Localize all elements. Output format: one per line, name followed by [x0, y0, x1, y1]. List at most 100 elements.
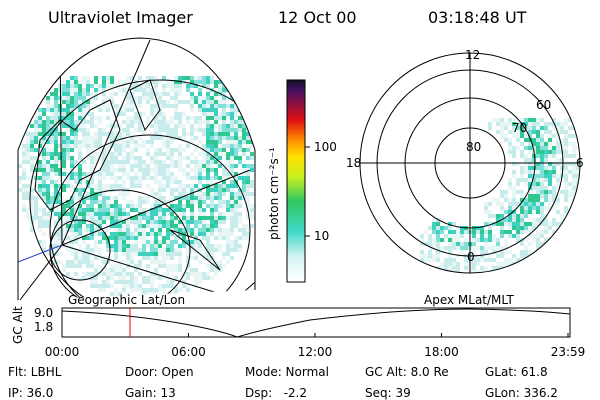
pixel	[178, 248, 182, 252]
pixel	[166, 256, 170, 260]
pixel	[178, 120, 182, 124]
pixel	[38, 164, 42, 168]
pixel	[158, 200, 162, 204]
pixel	[544, 230, 548, 234]
pixel	[214, 108, 218, 112]
pixel	[508, 242, 512, 246]
pixel	[214, 148, 218, 152]
pixel	[150, 140, 154, 144]
pixel	[520, 134, 524, 138]
pixel	[142, 220, 146, 224]
pixel	[194, 96, 198, 100]
pixel	[114, 120, 118, 124]
pixel	[520, 226, 524, 230]
pixel	[70, 172, 74, 176]
pixel	[226, 108, 230, 112]
pixel	[134, 260, 138, 264]
pixel	[54, 160, 58, 164]
pixel	[552, 194, 556, 198]
pixel	[234, 168, 238, 172]
pixel	[158, 124, 162, 128]
pixel	[150, 228, 154, 232]
pixel	[86, 184, 90, 188]
pixel	[560, 134, 564, 138]
pixel	[524, 142, 528, 146]
pixel	[560, 158, 564, 162]
pixel	[138, 276, 142, 280]
pixel	[86, 128, 90, 132]
pixel	[70, 180, 74, 184]
pixel	[544, 142, 548, 146]
pixel	[26, 212, 30, 216]
pixel	[54, 240, 58, 244]
pixel	[564, 210, 568, 214]
pixel	[246, 172, 250, 176]
pixel	[246, 216, 250, 220]
pixel	[146, 76, 150, 80]
pixel	[118, 88, 122, 92]
pixel	[46, 160, 50, 164]
pixel	[150, 272, 154, 276]
pixel	[234, 128, 238, 132]
pixel	[22, 160, 26, 164]
pixel	[86, 212, 90, 216]
pixel	[218, 164, 222, 168]
pixel	[158, 188, 162, 192]
pixel	[122, 132, 126, 136]
pixel	[552, 142, 556, 146]
pixel	[194, 100, 198, 104]
pixel	[66, 256, 70, 260]
pixel	[138, 92, 142, 96]
pixel	[158, 288, 162, 292]
pixel	[170, 236, 174, 240]
pixel	[134, 236, 138, 240]
pixel	[166, 100, 170, 104]
pixel	[548, 126, 552, 130]
pixel	[126, 140, 130, 144]
pixel	[512, 198, 516, 202]
pixel	[214, 88, 218, 92]
pixel	[138, 168, 142, 172]
pixel	[182, 96, 186, 100]
pixel	[242, 136, 246, 140]
pixel	[170, 216, 174, 220]
pixel	[126, 248, 130, 252]
pixel	[58, 148, 62, 152]
pixel	[544, 234, 548, 238]
pixel	[166, 192, 170, 196]
pixel	[122, 84, 126, 88]
pixel	[572, 138, 576, 142]
pixel	[226, 256, 230, 260]
pixel	[194, 244, 198, 248]
pixel	[512, 126, 516, 130]
pixel	[142, 280, 146, 284]
pixel	[194, 180, 198, 184]
pixel	[118, 200, 122, 204]
pixel	[512, 242, 516, 246]
pixel	[130, 256, 134, 260]
pixel	[194, 196, 198, 200]
pixel	[234, 116, 238, 120]
pixel	[190, 144, 194, 148]
pixel	[190, 96, 194, 100]
pixel	[544, 154, 548, 158]
pixel	[182, 216, 186, 220]
pixel	[58, 128, 62, 132]
pixel	[58, 188, 62, 192]
pixel	[94, 152, 98, 156]
pixel	[528, 210, 532, 214]
pixel	[242, 172, 246, 176]
pixel	[58, 184, 62, 188]
pixel	[198, 276, 202, 280]
pixel	[102, 192, 106, 196]
pixel	[162, 268, 166, 272]
pixel	[540, 214, 544, 218]
pixel	[202, 140, 206, 144]
pixel	[186, 236, 190, 240]
pixel	[170, 200, 174, 204]
pixel	[134, 76, 138, 80]
pixel	[528, 138, 532, 142]
pixel	[82, 228, 86, 232]
pixel	[198, 80, 202, 84]
pixel	[246, 204, 250, 208]
